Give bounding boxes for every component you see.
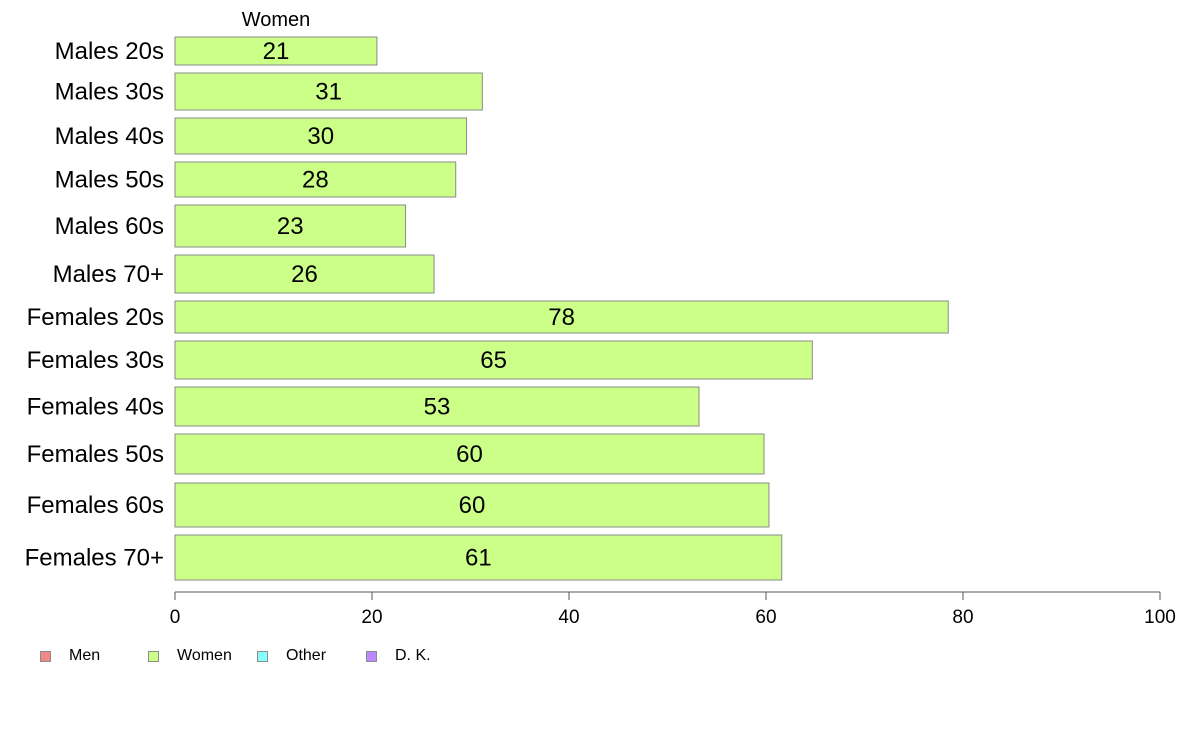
- category-label: Females 60s: [27, 492, 164, 519]
- x-axis: 0 20 40 60 80 100: [170, 591, 1176, 628]
- bar: [174, 386, 700, 427]
- bar-value-label: 28: [302, 167, 329, 194]
- category-label: Females 70+: [25, 545, 164, 572]
- legend-swatch: [366, 650, 377, 662]
- legend-swatch: [148, 650, 159, 662]
- x-tick-label: 40: [558, 607, 579, 628]
- bar-value-label: 23: [277, 213, 304, 240]
- bar-value-label: 26: [291, 261, 318, 288]
- x-tick-label: 20: [361, 607, 382, 628]
- bar-value-label: 31: [315, 79, 342, 106]
- bar-value-label: 21: [263, 38, 290, 65]
- category-label: Males 50s: [55, 167, 164, 194]
- category-label: Males 30s: [55, 79, 164, 106]
- bar-value-label: 60: [456, 441, 483, 468]
- category-label: Females 20s: [27, 304, 164, 331]
- bar: [174, 117, 468, 155]
- category-label: Females 40s: [27, 394, 164, 421]
- x-tick-label: 80: [952, 607, 973, 628]
- bar: [174, 300, 949, 334]
- bars-layer: Males 20s 21 Males 30s 31 Males 40s 30 Males 5…: [25, 36, 949, 581]
- legend-swatch: [40, 650, 51, 662]
- bar: [174, 254, 435, 294]
- legend-label: D. K.: [395, 647, 431, 664]
- x-tick-label: 60: [755, 607, 776, 628]
- legend-item: Men: [40, 646, 100, 666]
- bar: [174, 36, 378, 66]
- x-tick-label: 0: [170, 607, 181, 628]
- category-label: Males 60s: [55, 213, 164, 240]
- legend-item: Women: [148, 646, 232, 666]
- bar: [174, 482, 770, 528]
- bar-value-label: 78: [548, 304, 575, 331]
- bar: [174, 161, 457, 198]
- category-label: Females 50s: [27, 441, 164, 468]
- bar: [174, 433, 765, 475]
- bar-value-label: 53: [424, 394, 451, 421]
- bar-value-label: 61: [465, 545, 492, 572]
- legend-item: Other: [257, 646, 326, 666]
- category-label: Males 70+: [53, 261, 164, 288]
- x-tick-label: 100: [1144, 607, 1176, 628]
- category-label: Males 20s: [55, 38, 164, 65]
- category-label: Males 40s: [55, 123, 164, 150]
- bar-value-label: 60: [459, 492, 486, 519]
- bar: [174, 72, 483, 111]
- legend-label: Women: [177, 647, 232, 664]
- series-title: Women: [242, 9, 311, 31]
- bar-value-label: 30: [307, 123, 334, 150]
- category-label: Females 30s: [27, 347, 164, 374]
- legend-swatch: [257, 650, 268, 662]
- bar: [174, 340, 813, 380]
- legend-label: Other: [286, 647, 327, 664]
- legend-label: Men: [69, 647, 101, 664]
- bar: [174, 534, 783, 581]
- bar-value-label: 65: [480, 347, 507, 374]
- bar: [174, 204, 406, 248]
- legend-item: D. K.: [366, 646, 431, 666]
